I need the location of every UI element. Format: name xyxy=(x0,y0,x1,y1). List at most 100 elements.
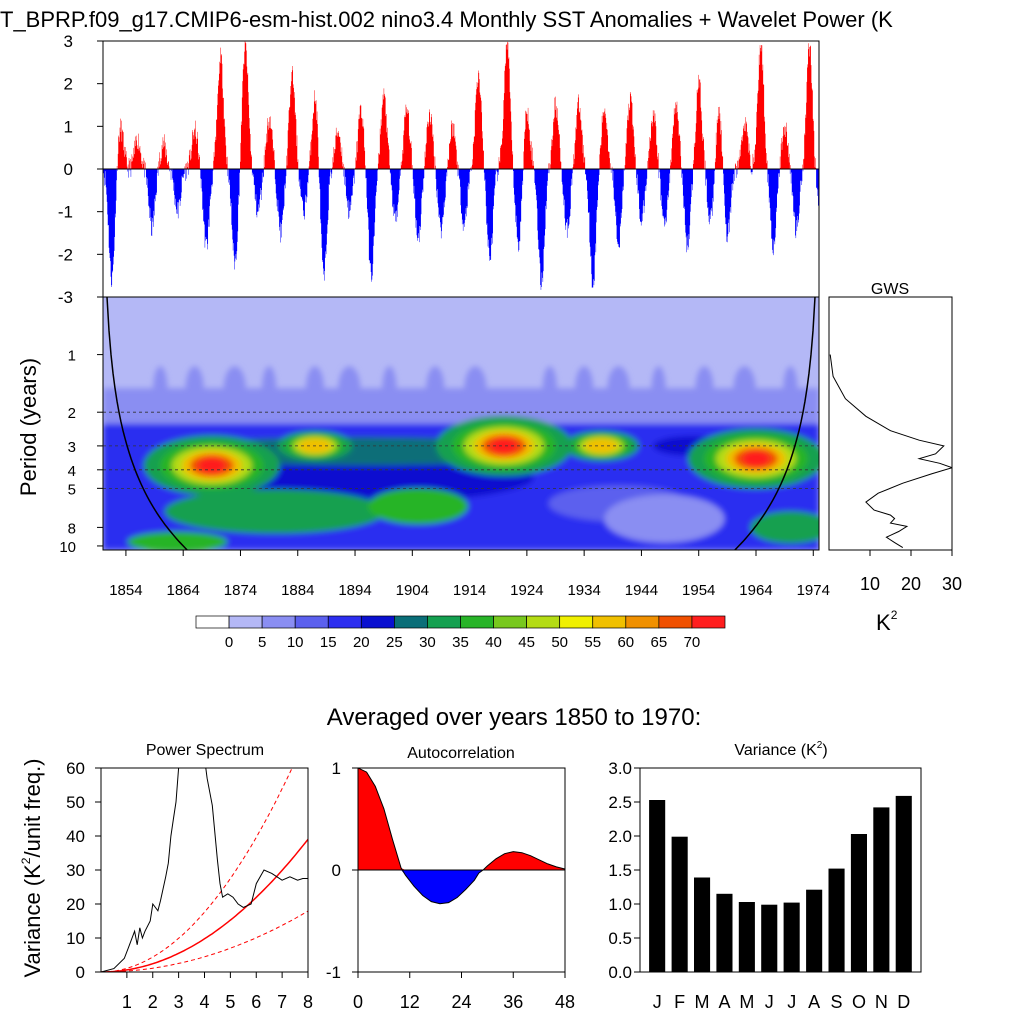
colorbar-label: 70 xyxy=(684,634,701,651)
wavelet-frame xyxy=(102,296,820,551)
variance-month-label: A xyxy=(718,992,730,1012)
wavelet-contour-region xyxy=(489,437,518,454)
variance-bars xyxy=(649,795,912,972)
colorbar-label: 40 xyxy=(485,634,502,651)
colorbar-swatch xyxy=(294,615,329,629)
power-spectrum-x-tick-label: 8 xyxy=(303,992,313,1012)
wavelet-y-tick-label: 4 xyxy=(68,463,76,480)
colorbar-label: 35 xyxy=(452,634,469,651)
wavelet-y-tick-label: 10 xyxy=(59,539,76,556)
power-spectrum-y-tick-label: 50 xyxy=(66,793,85,812)
wavelet-x-tick-label: 1864 xyxy=(167,582,200,599)
autocorrelation-line xyxy=(358,768,565,905)
variance-month-label: J xyxy=(765,992,774,1012)
variance-bar-7 xyxy=(783,902,800,972)
wavelet-heatmap xyxy=(103,297,819,550)
colorbar-label: 15 xyxy=(320,634,337,651)
autocorrelation-x-axis: 0 12 24 36 48 xyxy=(353,972,575,1012)
variance-bar-12 xyxy=(895,795,912,972)
wavelet-x-axis: 1854 1864 1874 1884 1894 1904 1914 1924 1934 1944… xyxy=(109,550,830,599)
gws-frame xyxy=(828,296,953,551)
wavelet-power-contours xyxy=(103,366,819,550)
variance-month-label: J xyxy=(653,992,662,1012)
autocorrelation-x-tick-label: 24 xyxy=(451,992,471,1012)
power-spectrum-y-tick-label: 20 xyxy=(66,895,85,914)
colorbar-swatch xyxy=(559,615,594,629)
wavelet-y-axis: 1 2 3 45 8 10 xyxy=(59,348,103,556)
anomaly-y-tick-label: -2 xyxy=(58,245,73,264)
colorbar-label: 45 xyxy=(518,634,535,651)
gws-x-tick-label: 10 xyxy=(860,574,880,594)
power-spectrum-x-tick-label: 3 xyxy=(174,992,184,1012)
negative-anomaly-bars xyxy=(103,169,819,290)
wavelet-contour-region xyxy=(464,366,487,411)
variance-month-label: N xyxy=(875,992,888,1012)
wavelet-y-tick-label: 2 xyxy=(68,405,76,422)
colorbar-swatch xyxy=(327,615,362,629)
colorbar-label: 60 xyxy=(617,634,634,651)
power-spectrum-x-tick-label: 7 xyxy=(277,992,287,1012)
gws-unit: K2 xyxy=(876,608,898,635)
gws-curve xyxy=(829,354,952,549)
power-spectrum-x-tick-label: 5 xyxy=(225,992,235,1012)
wavelet-x-tick-label: 1894 xyxy=(338,582,371,599)
gws-panel: GWS 10 20 30 K2 xyxy=(828,281,962,635)
wavelet-contour-region xyxy=(338,366,361,411)
variance-bar-2 xyxy=(671,836,688,972)
anomaly-y-tick-label: 3 xyxy=(64,32,73,51)
autocorrelation-positive-fill xyxy=(358,768,565,870)
colorbar-swatch xyxy=(195,615,230,629)
variance-month-label: M xyxy=(695,992,710,1012)
variance-y-tick-label: 1.0 xyxy=(608,895,632,914)
colorbar-swatch xyxy=(394,615,428,629)
power-spectrum-y-tick-label: 0 xyxy=(76,963,85,982)
wavelet-contour-region xyxy=(262,366,277,411)
autocorrelation-y-tick-label: 1 xyxy=(332,759,341,778)
colorbar-label: 10 xyxy=(287,634,304,651)
gws-title: GWS xyxy=(871,281,909,298)
wavelet-contour-region xyxy=(604,494,725,543)
variance-bar-6 xyxy=(761,904,778,972)
colorbar-swatch xyxy=(360,615,395,629)
wavelet-contour-region xyxy=(651,366,666,411)
colorbar-swatch xyxy=(526,615,561,629)
power-spectrum-x-tick-label: 6 xyxy=(251,992,261,1012)
wavelet-contour-region xyxy=(733,366,756,411)
wavelet-y-tick-label: 1 xyxy=(68,348,76,365)
wavelet-contour-region xyxy=(750,511,819,544)
autocorrelation-negative-fill xyxy=(358,870,565,904)
colorbar-label: 5 xyxy=(258,634,266,651)
wavelet-contour-region xyxy=(153,366,168,411)
colorbar-label: 20 xyxy=(353,634,370,651)
wavelet-x-tick-label: 1934 xyxy=(567,582,600,599)
variance-y-tick-label: 2.0 xyxy=(608,827,632,846)
variance-y-tick-label: 0.0 xyxy=(608,963,632,982)
wavelet-contour-region xyxy=(607,366,630,411)
variance-bar-10 xyxy=(850,834,867,972)
anomaly-bars xyxy=(103,41,819,290)
colorbar-swatch xyxy=(592,615,627,629)
colorbar-label: 30 xyxy=(419,634,436,651)
wavelet-contour-region xyxy=(575,366,594,411)
variance-month-label: J xyxy=(787,992,796,1012)
wavelet-contour-region xyxy=(368,488,469,525)
colorbar-swatch xyxy=(493,615,527,629)
anomaly-y-axis: 3 2 1 0 -1 -2 -3 xyxy=(58,32,103,307)
red-noise-curve xyxy=(101,838,308,972)
variance-bar-3 xyxy=(694,877,711,972)
colorbar-swatch xyxy=(460,615,494,629)
positive-anomaly-bars xyxy=(116,41,817,169)
wavelet-x-tick-label: 1874 xyxy=(224,582,257,599)
variance-bar-4 xyxy=(716,893,733,972)
autocorrelation-x-tick-label: 12 xyxy=(400,992,420,1012)
wavelet-contour-region xyxy=(382,366,397,411)
wavelet-contour-region xyxy=(426,366,445,411)
wavelet-x-tick-label: 1964 xyxy=(739,582,772,599)
lower-confidence-curve xyxy=(101,910,308,972)
variance-bar-8 xyxy=(806,889,823,972)
colorbar-label: 25 xyxy=(386,634,403,651)
wavelet-x-tick-label: 1944 xyxy=(625,582,658,599)
